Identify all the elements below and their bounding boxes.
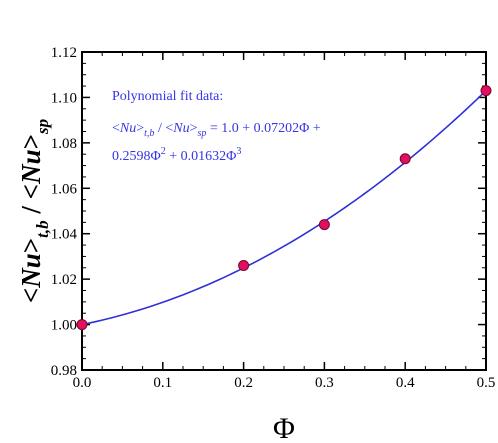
- data-point: [318, 219, 330, 231]
- y-tick-label: 1.12: [51, 45, 77, 61]
- y-tick-label: 1.02: [51, 272, 77, 288]
- y-tick-label: 1.00: [51, 318, 77, 334]
- y-tick-label: 0.98: [51, 363, 77, 379]
- annotation-line-2: <Nu>t,b / <Nu>sp = 1.0 + 0.07202Φ +: [112, 121, 321, 139]
- annotation-line-3: 0.2598Φ2 + 0.01632Φ3: [112, 146, 241, 164]
- y-axis-title: <Nu>t,b / <Nu>sp: [16, 119, 52, 303]
- x-ticks: [81, 52, 487, 370]
- x-tick-label: 0.4: [396, 375, 415, 391]
- x-tick-label: 0.3: [315, 375, 334, 391]
- fit-curve: [81, 90, 487, 326]
- x-tick-label: 0.0: [73, 375, 92, 391]
- data-points: [76, 85, 492, 331]
- y-tick-label: 1.04: [51, 227, 78, 243]
- y-tick-labels: 0.98 1.00 1.02 1.04 1.06 1.08 1.10 1.12: [51, 45, 78, 379]
- y-tick-label: 1.06: [51, 181, 78, 197]
- data-point: [399, 153, 411, 165]
- data-point: [238, 260, 250, 272]
- x-axis-title: Φ: [273, 412, 295, 443]
- data-point: [480, 85, 492, 97]
- x-tick-label: 0.2: [234, 375, 253, 391]
- y-tick-label: 1.08: [51, 136, 77, 152]
- x-tick-label: 0.5: [477, 375, 496, 391]
- x-tick-labels: 0.0 0.1 0.2 0.3 0.4 0.5: [73, 375, 496, 391]
- x-tick-label: 0.1: [153, 375, 172, 391]
- annotation-line-1: Polynomial fit data:: [112, 89, 223, 104]
- data-point: [76, 319, 88, 331]
- y-tick-label: 1.10: [51, 90, 77, 106]
